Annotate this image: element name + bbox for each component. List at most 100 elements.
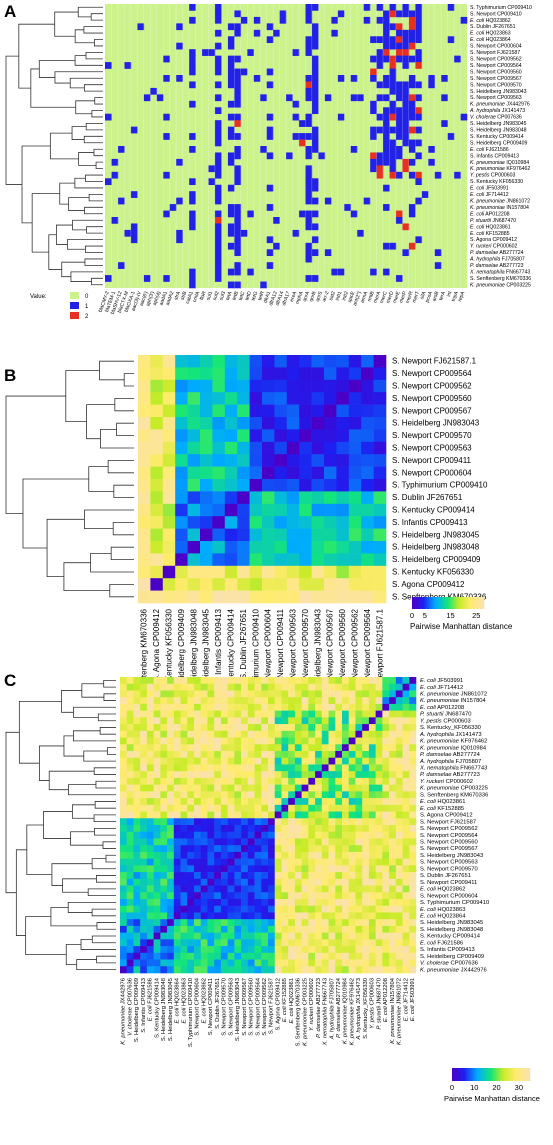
dendro-c-branch-6	[73, 706, 116, 718]
heatmap-c-cell	[382, 865, 390, 873]
heatmap-a-cell	[305, 152, 313, 160]
heatmap-c-cell	[274, 946, 282, 954]
heatmap-c-cell	[268, 697, 276, 705]
heatmap-a-cell	[227, 81, 235, 89]
heatmap-c-cell	[207, 737, 215, 745]
heatmap-c-cell	[254, 865, 262, 873]
heatmap-c-cell	[382, 798, 390, 806]
heatmap-c-cell	[180, 798, 188, 806]
heatmap-a-cell	[382, 16, 390, 24]
heatmap-c-cell	[146, 851, 154, 859]
heatmap-c-cell	[268, 804, 276, 812]
heatmap-c-cell	[382, 737, 390, 745]
heatmap-c-cell	[220, 737, 228, 745]
heatmap-a-cell	[214, 107, 222, 115]
heatmap-a-cell	[111, 217, 119, 224]
heatmap-a-cell	[415, 94, 423, 102]
heatmap-b-cell	[361, 553, 374, 567]
heatmap-c-cell	[200, 919, 208, 927]
heatmap-c-cell	[321, 690, 329, 698]
heatmap-c-cell	[308, 831, 316, 839]
heatmap-a-cell	[227, 242, 235, 250]
heatmap-c-cell	[194, 677, 202, 685]
heatmap-c-cell	[389, 791, 397, 799]
heatmap-c-cell	[194, 932, 202, 940]
colorbar-b-tick: 5	[423, 611, 427, 620]
dendro-c-branch-5	[103, 693, 116, 701]
row-label-c: S. Newport CP000604	[420, 893, 478, 899]
heatmap-c-cell	[281, 744, 289, 752]
heatmap-c-cell	[268, 872, 276, 880]
dendro-a-branch-7	[94, 39, 103, 47]
heatmap-c-cell	[321, 724, 329, 732]
dendro-a-branch-39	[61, 261, 85, 278]
heatmap-a-cell	[441, 94, 448, 102]
heatmap-c-cell	[355, 892, 363, 900]
heatmap-c-cell	[335, 690, 343, 698]
col-label-b: S. Dublin JF267651	[239, 608, 248, 679]
colorbar-c-segment	[515, 1068, 518, 1081]
heatmap-c-cell	[342, 892, 350, 900]
heatmap-c-cell	[207, 932, 215, 940]
heatmap-a-cell	[415, 107, 423, 115]
heatmap-c-cell	[409, 717, 417, 725]
heatmap-c-cell	[180, 777, 188, 785]
heatmap-c-cell	[281, 865, 289, 873]
heatmap-c-cell	[153, 818, 161, 826]
colorbar-c-segment	[472, 1068, 475, 1081]
heatmap-c-cell	[140, 966, 148, 974]
heatmap-c-cell	[214, 845, 222, 853]
heatmap-b-cell	[336, 379, 350, 393]
heatmap-b-cell	[336, 466, 350, 480]
heatmap-c-cell	[402, 791, 410, 799]
heatmap-c-cell	[281, 952, 289, 960]
heatmap-b-cell	[200, 466, 213, 480]
heatmap-b-cell	[348, 367, 362, 381]
heatmap-c-cell	[140, 925, 148, 933]
heatmap-c-cell	[254, 939, 262, 947]
row-label-a: Y. ruckeri CP000602	[470, 244, 518, 250]
heatmap-a-cell	[240, 68, 248, 76]
heatmap-c-cell	[241, 845, 249, 853]
heatmap-b-cell	[138, 491, 151, 505]
colorbar-b-segment	[473, 597, 475, 609]
heatmap-c-cell	[362, 831, 370, 839]
legend-a-title: Value:	[30, 294, 47, 300]
dendro-b-branch-7	[116, 422, 134, 436]
heatmap-a-cell	[402, 158, 410, 166]
heatmap-c-cell	[254, 959, 262, 967]
heatmap-c-cell	[133, 791, 141, 799]
heatmap-c-cell	[395, 697, 403, 705]
colorbar-b-segment	[413, 597, 415, 609]
heatmap-a-cell	[227, 126, 235, 134]
heatmap-c-cell	[274, 818, 282, 826]
heatmap-c-cell	[268, 703, 276, 711]
heatmap-c-cell	[254, 831, 262, 839]
heatmap-c-cell	[120, 757, 128, 765]
heatmap-c-cell	[247, 952, 255, 960]
heatmap-c-cell	[321, 710, 329, 718]
heatmap-c-cell	[281, 885, 289, 893]
heatmap-c-cell	[315, 697, 323, 705]
heatmap-a-cell	[189, 191, 196, 198]
heatmap-a-cell	[234, 268, 242, 276]
heatmap-c-cell	[355, 959, 363, 967]
heatmap-c-cell	[375, 703, 383, 711]
heatmap-c-cell	[153, 677, 161, 685]
heatmap-c-cell	[146, 751, 154, 759]
heatmap-a-cell	[350, 94, 358, 102]
heatmap-c-cell	[328, 697, 336, 705]
heatmap-a-cell	[337, 268, 345, 276]
heatmap-a-cell	[305, 49, 313, 56]
heatmap-b-cell	[299, 565, 312, 579]
heatmap-c-cell	[368, 798, 376, 806]
heatmap-c-cell	[368, 865, 376, 873]
heatmap-c-cell	[227, 845, 235, 853]
heatmap-b-cell	[361, 429, 374, 443]
heatmap-c-cell	[261, 851, 269, 859]
colorbar-c-segment	[465, 1068, 467, 1081]
heatmap-a-cell	[214, 81, 222, 89]
heatmap-c-cell	[268, 946, 276, 954]
heatmap-c-cell	[348, 777, 356, 785]
heatmap-c-cell	[294, 744, 302, 752]
